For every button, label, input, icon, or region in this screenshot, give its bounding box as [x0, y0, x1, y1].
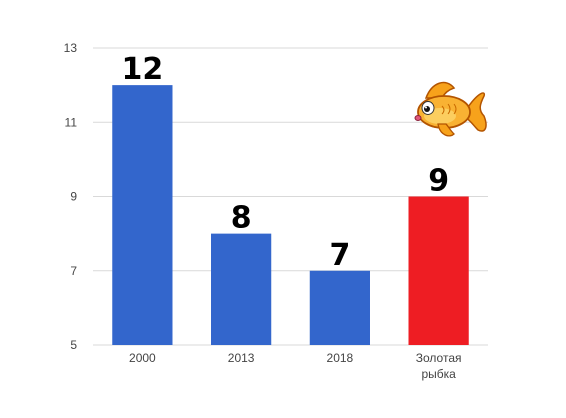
y-tick-label: 5 [70, 338, 77, 352]
x-tick-label: 2018 [327, 351, 354, 365]
goldfish-icon [414, 81, 487, 137]
data-labels: 12 8 7 9 [122, 52, 450, 273]
x-tick-label: 2013 [228, 351, 255, 365]
data-label: 12 [122, 52, 164, 87]
bar [112, 85, 173, 345]
data-label: 9 [428, 164, 449, 199]
data-label: 8 [231, 201, 252, 236]
bar [309, 270, 370, 345]
x-tick-label: Золотая [416, 351, 462, 365]
data-label: 7 [329, 238, 350, 273]
y-axis-ticks: 5 7 9 11 13 [64, 41, 78, 352]
bar [211, 233, 272, 345]
y-tick-label: 13 [64, 41, 78, 55]
y-tick-label: 9 [70, 190, 77, 204]
bars [112, 85, 469, 345]
x-axis-ticks: 2000 2013 2018 Золотая рыбка [129, 351, 461, 381]
bar [408, 196, 469, 345]
x-tick-label: 2000 [129, 351, 156, 365]
x-tick-label: рыбка [421, 367, 456, 381]
y-tick-label: 11 [65, 115, 78, 129]
y-tick-label: 7 [70, 264, 77, 278]
